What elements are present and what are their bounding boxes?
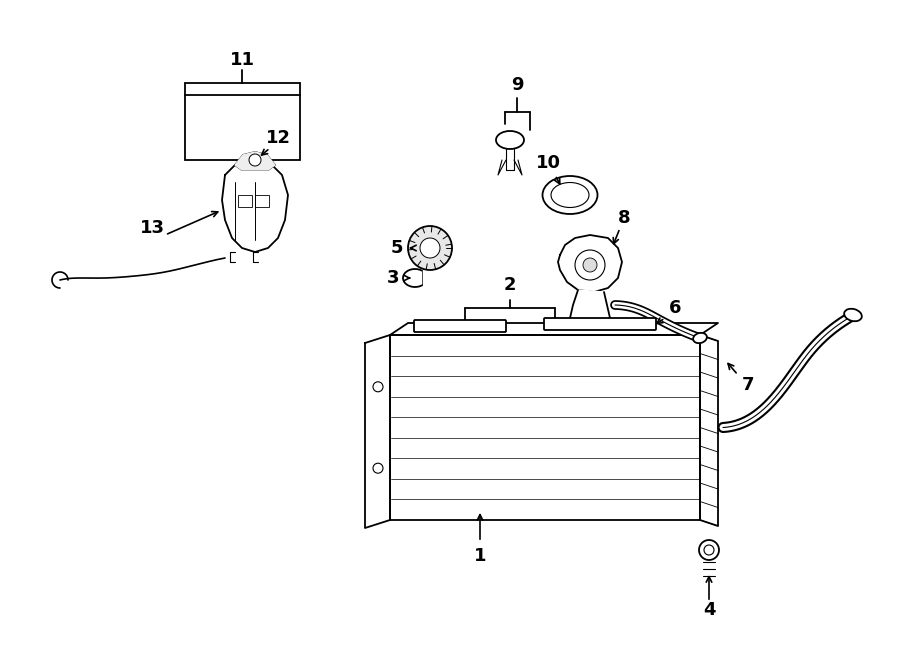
Circle shape [704, 545, 714, 555]
Text: 3: 3 [387, 269, 400, 287]
Ellipse shape [543, 176, 598, 214]
Polygon shape [365, 335, 390, 528]
Text: 7: 7 [742, 376, 754, 394]
Polygon shape [390, 323, 718, 335]
Circle shape [583, 258, 597, 272]
Polygon shape [558, 235, 622, 292]
Bar [238, 195, 252, 207]
Polygon shape [222, 162, 288, 252]
Text: 8: 8 [617, 209, 630, 227]
Polygon shape [390, 335, 700, 520]
Text: 1: 1 [473, 547, 486, 565]
Text: 2: 2 [504, 276, 517, 294]
FancyBboxPatch shape [544, 318, 656, 330]
Polygon shape [570, 290, 610, 328]
Text: 10: 10 [536, 154, 561, 172]
Polygon shape [235, 152, 275, 170]
Circle shape [699, 540, 719, 560]
Circle shape [408, 226, 452, 270]
Text: 12: 12 [266, 129, 291, 147]
Text: 13: 13 [140, 219, 165, 237]
Text: 9: 9 [511, 76, 523, 94]
Ellipse shape [844, 309, 862, 321]
Ellipse shape [551, 182, 589, 208]
Circle shape [373, 382, 383, 392]
Text: 6: 6 [669, 299, 681, 317]
Bar [185, 95, 300, 160]
Circle shape [420, 238, 440, 258]
Circle shape [575, 250, 605, 280]
Bar [255, 195, 269, 207]
Text: 11: 11 [230, 51, 255, 69]
Circle shape [373, 463, 383, 473]
Ellipse shape [496, 131, 524, 149]
Circle shape [249, 154, 261, 166]
FancyBboxPatch shape [414, 320, 506, 332]
Ellipse shape [693, 333, 706, 343]
Text: 5: 5 [391, 239, 403, 257]
Text: 4: 4 [703, 601, 716, 619]
Polygon shape [700, 335, 718, 526]
